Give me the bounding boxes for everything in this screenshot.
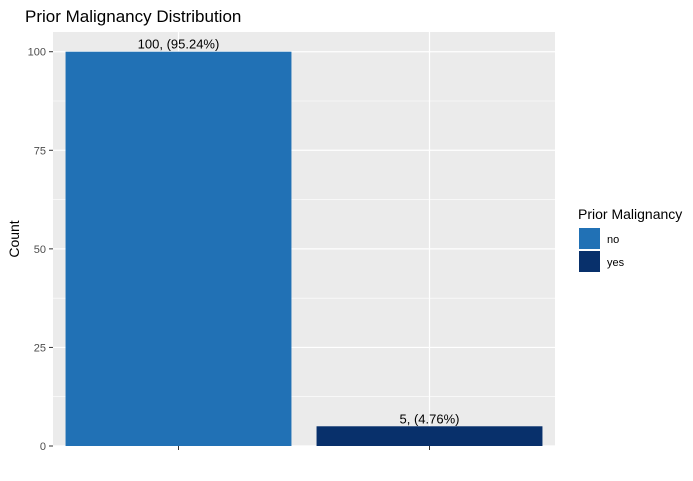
y-tick-label: 100 (28, 47, 46, 59)
bar-no (65, 51, 292, 446)
plot-panel: 0 25 50 75 100 100, (95.24%) 5, (4.76%) (28, 32, 555, 453)
y-tick-label: 75 (34, 145, 46, 157)
legend-label-yes: yes (607, 257, 625, 269)
data-label-no: 100, (95.24%) (138, 37, 220, 52)
data-label-yes: 5, (4.76%) (400, 411, 460, 426)
y-tick-label: 0 (40, 441, 46, 453)
legend-swatch-no (579, 228, 600, 249)
legend-swatch-yes (579, 251, 600, 272)
bar-yes (316, 426, 543, 446)
chart-title: Prior Malignancy Distribution (25, 7, 241, 26)
y-axis-label: Count (6, 220, 22, 257)
y-tick-label: 50 (34, 244, 46, 256)
legend: Prior Malignancy no yes (578, 206, 682, 272)
y-tick-label: 25 (34, 342, 46, 354)
legend-title: Prior Malignancy (578, 206, 682, 222)
legend-label-no: no (607, 234, 619, 246)
